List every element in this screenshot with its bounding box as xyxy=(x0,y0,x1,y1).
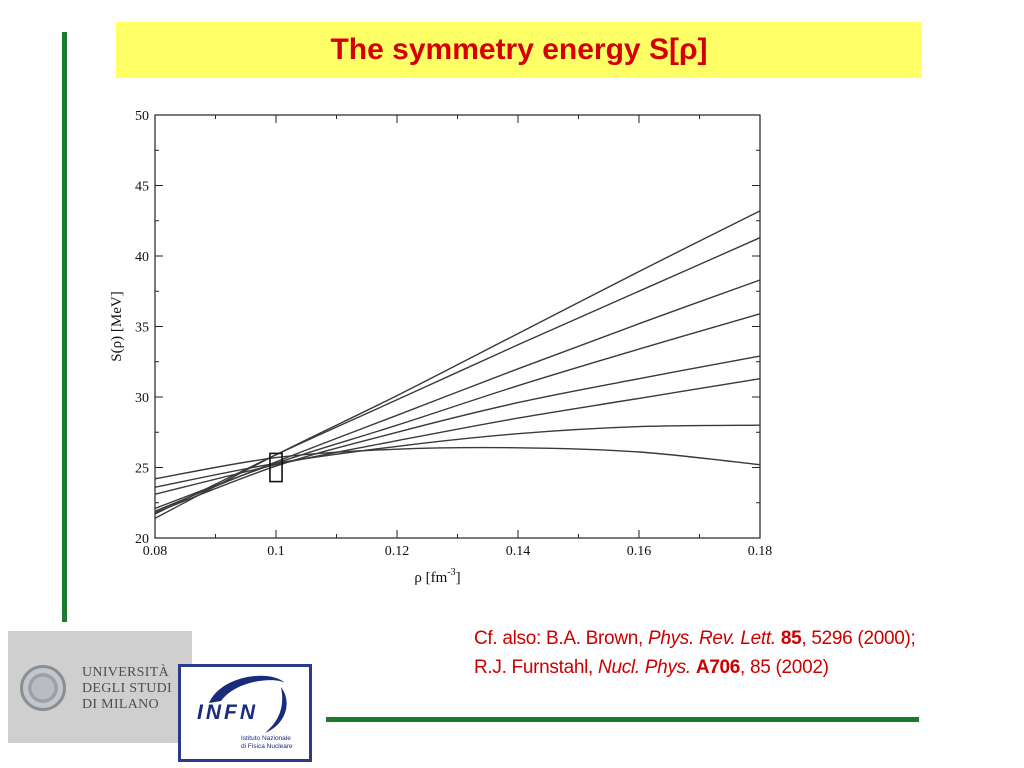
citation-2-volume: A706 xyxy=(695,657,741,678)
y-tick-label: 50 xyxy=(135,109,149,124)
x-tick-label: 0.14 xyxy=(506,544,531,559)
series-line-6 xyxy=(154,378,761,495)
y-axis-label: S(ρ) [MeV] xyxy=(109,291,125,361)
citation-1-author: Cf. also: B.A. Brown, xyxy=(474,628,648,649)
bottom-accent-bar xyxy=(326,717,919,722)
citation-1-volume: 85 xyxy=(780,628,802,649)
x-tick-label: 0.08 xyxy=(143,544,168,559)
citation-line-1: Cf. also: B.A. Brown, Phys. Rev. Lett. 8… xyxy=(474,624,1014,653)
citation-block: Cf. also: B.A. Brown, Phys. Rev. Lett. 8… xyxy=(474,624,1014,682)
infn-subtitle: Istituto Nazionale di Fisica Nucleare xyxy=(241,735,311,751)
citation-1-journal: Phys. Rev. Lett. xyxy=(647,628,776,649)
x-tick-label: 0.18 xyxy=(748,544,773,559)
infn-subtitle-line-2: di Fisica Nucleare xyxy=(241,743,293,750)
series-line-2 xyxy=(154,237,761,515)
university-name-line-2: DEGLI STUDI xyxy=(82,681,173,696)
series-line-8 xyxy=(154,446,761,480)
university-seal-icon xyxy=(20,665,66,711)
y-tick-label: 35 xyxy=(135,321,149,336)
slide-title-banner: The symmetry energy S[ρ] xyxy=(116,22,922,78)
series-line-4 xyxy=(154,313,761,510)
slide-title: The symmetry energy S[ρ] xyxy=(330,33,708,66)
series-line-5 xyxy=(154,355,761,514)
university-name-line-3: DI MILANO xyxy=(82,697,159,712)
y-tick-label: 40 xyxy=(135,250,149,265)
y-tick-label: 30 xyxy=(135,391,149,406)
infn-wordmark: INFN xyxy=(197,701,258,724)
citation-1-pages: , 5296 (2000); xyxy=(801,628,916,649)
citation-2-journal: Nucl. Phys. xyxy=(598,657,691,678)
university-name: UNIVERSITÀ DEGLI STUDI DI MILANO xyxy=(82,665,192,713)
citation-line-2: R.J. Furnstahl, Nucl. Phys. A706, 85 (20… xyxy=(474,653,1014,682)
infn-swoosh-icon xyxy=(209,675,287,733)
citation-2-pages: , 85 (2002) xyxy=(740,657,829,678)
left-accent-bar xyxy=(62,32,67,622)
y-tick-label: 25 xyxy=(135,462,149,477)
y-tick-label: 45 xyxy=(135,180,149,195)
constraint-box xyxy=(269,452,283,483)
university-name-line-1: UNIVERSITÀ xyxy=(82,665,169,680)
symmetry-energy-chart: 0.08 0.1 0.12 0.14 0.16 0.18 20 25 30 35 40 45 50 ρ [… xyxy=(109,109,773,586)
citation-2-author: R.J. Furnstahl, xyxy=(474,657,599,678)
x-tick-label: 0.16 xyxy=(627,544,652,559)
x-tick-label: 0.1 xyxy=(267,544,285,559)
infn-subtitle-line-1: Istituto Nazionale xyxy=(241,735,291,742)
series-line-7 xyxy=(154,424,761,488)
x-tick-label: 0.12 xyxy=(385,544,410,559)
infn-logo: INFN Istituto Nazionale di Fisica Nuclea… xyxy=(178,664,312,762)
universita-milano-logo: UNIVERSITÀ DEGLI STUDI DI MILANO xyxy=(8,631,192,743)
y-tick-label: 20 xyxy=(135,532,149,547)
x-axis-label: ρ [fm-3] xyxy=(414,567,460,586)
